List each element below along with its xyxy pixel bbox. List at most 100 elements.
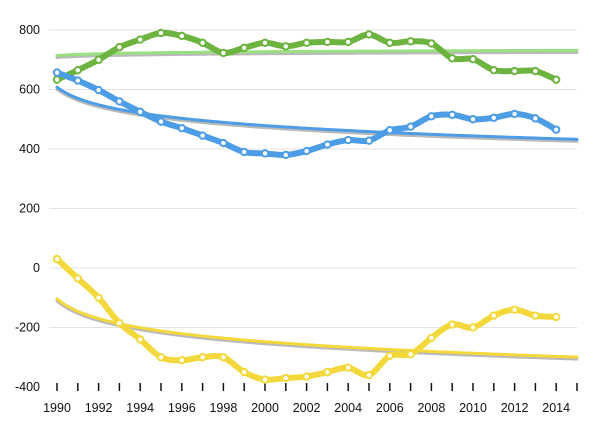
data-point [136, 35, 145, 44]
data-point [406, 122, 415, 131]
data-point [52, 75, 62, 84]
data-point [468, 54, 478, 64]
x-tick-label: 1994 [126, 401, 154, 415]
data-point [177, 356, 187, 365]
data-point [94, 55, 103, 64]
trendline-shadow [55, 50, 579, 60]
data-point [323, 367, 332, 377]
y-tick-label: 200 [19, 202, 40, 216]
y-tick-label: 0 [33, 261, 40, 275]
data-point [73, 65, 83, 75]
data-point [115, 43, 124, 52]
data-point [94, 85, 103, 95]
data-series [52, 28, 561, 384]
data-point [260, 38, 270, 47]
data-point [177, 31, 187, 41]
data-point [240, 43, 249, 53]
data-point [510, 109, 519, 119]
trend-lines [55, 48, 579, 361]
data-point [364, 136, 374, 145]
x-axis: 1990 1992 1994 1996 1998 2000 2002 2004 2006 2008… [43, 383, 578, 415]
data-point [198, 131, 207, 140]
data-point [406, 37, 415, 46]
data-point [427, 333, 436, 343]
data-point [552, 125, 561, 134]
data-point [385, 126, 394, 135]
data-point [406, 350, 415, 359]
x-tick-label: 1990 [43, 401, 71, 415]
data-point [448, 54, 457, 63]
data-point [427, 39, 436, 48]
data-point [136, 335, 145, 344]
data-point [489, 113, 498, 122]
y-axis-tick-labels: -400 -200 0 200 400 600 800 [15, 23, 40, 394]
x-tick-label: 1996 [168, 401, 196, 415]
data-point [115, 318, 124, 328]
data-point [385, 38, 394, 47]
data-point [364, 370, 374, 380]
data-point [281, 373, 290, 383]
y-tick-label: -400 [15, 380, 40, 394]
data-point [302, 38, 311, 47]
data-point [323, 37, 332, 47]
data-point [302, 146, 311, 156]
data-point [219, 353, 228, 362]
data-point [510, 66, 519, 76]
data-point [156, 353, 166, 362]
data-point [73, 274, 83, 283]
series-line [54, 256, 560, 383]
series-0 [52, 28, 561, 84]
trendline [55, 297, 579, 359]
x-tick-label: 1992 [85, 401, 113, 415]
x-tick-label: 2004 [334, 401, 362, 415]
data-point [281, 42, 290, 51]
grid-lines [49, 29, 577, 328]
x-tick-label: 2002 [293, 401, 321, 415]
data-point [260, 149, 270, 158]
data-point [219, 48, 228, 58]
y-tick-label: 600 [19, 83, 40, 97]
x-tick-label: 2012 [501, 401, 529, 415]
data-point [510, 305, 519, 314]
data-point [115, 97, 124, 106]
data-point [552, 312, 561, 322]
data-point [156, 28, 166, 38]
x-tick-label: 2010 [459, 401, 487, 415]
data-point [73, 76, 83, 85]
data-point [156, 117, 166, 126]
data-point [260, 375, 270, 384]
data-point [344, 135, 353, 145]
data-point [489, 65, 498, 75]
y-tick-label: 800 [19, 23, 40, 37]
x-tick-label: 2000 [251, 401, 279, 415]
trendline-shadow [55, 299, 579, 361]
data-point [198, 38, 207, 47]
data-point [531, 66, 540, 76]
data-point [427, 112, 436, 121]
data-point [136, 107, 145, 117]
data-point [240, 147, 249, 157]
data-point [448, 110, 457, 119]
y-tick-label: -200 [15, 321, 40, 335]
data-point [531, 114, 540, 123]
data-point [344, 37, 353, 47]
x-tick-label: 1998 [209, 401, 237, 415]
data-point [468, 115, 478, 124]
y-tick-label: 400 [19, 142, 40, 156]
data-point [219, 138, 228, 148]
data-point [448, 320, 457, 329]
x-tick-label: 2014 [542, 401, 570, 415]
data-point [52, 254, 62, 264]
data-point [364, 30, 374, 39]
series-2 [52, 254, 561, 384]
data-point [240, 367, 249, 377]
data-point [344, 363, 353, 372]
data-point [94, 293, 103, 302]
data-point [302, 372, 311, 381]
data-point [385, 351, 394, 360]
data-point [552, 75, 561, 84]
data-point [281, 150, 290, 160]
x-tick-label: 2006 [376, 401, 404, 415]
data-point [177, 123, 187, 133]
